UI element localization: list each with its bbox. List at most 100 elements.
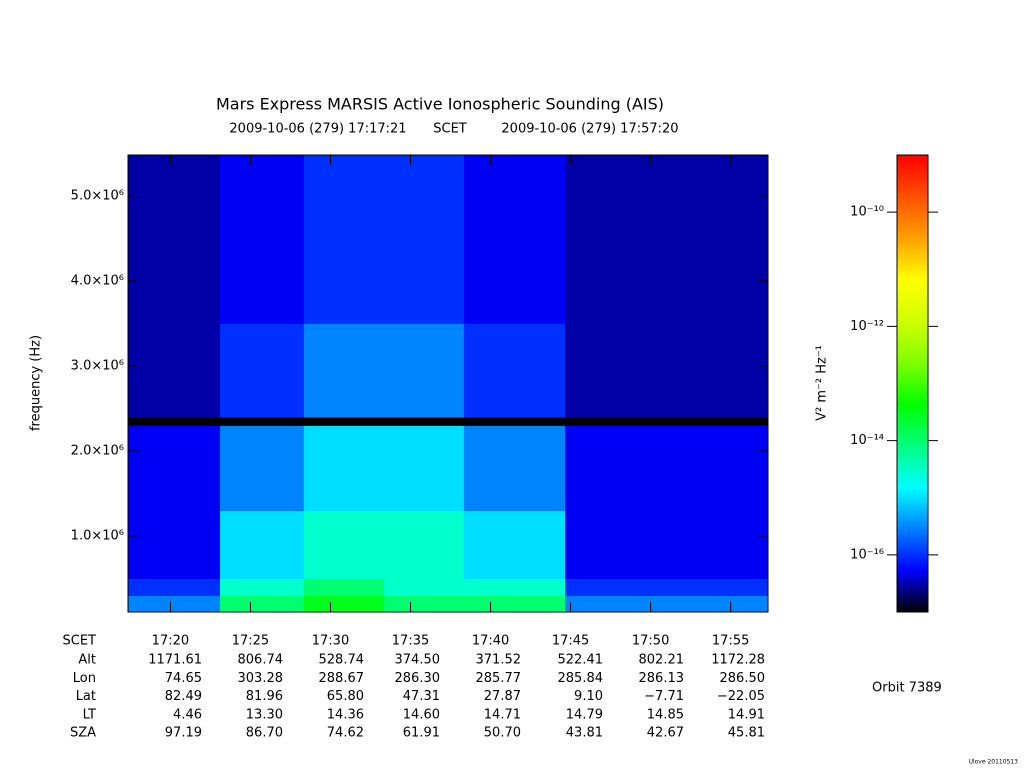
y-axis-label: frequency (Hz) xyxy=(29,335,44,431)
heatmap-cell xyxy=(383,535,465,579)
colorbar-label: V² m⁻² Hz⁻¹ xyxy=(815,345,830,421)
ephemeris-cell: 528.74 xyxy=(319,653,365,668)
ephemeris-cell: 13.30 xyxy=(246,707,283,722)
heatmap-cell xyxy=(303,323,385,418)
ephemeris-cell: 65.80 xyxy=(327,689,364,704)
heatmap-cell xyxy=(303,425,385,511)
chart-title: Mars Express MARSIS Active Ionospheric S… xyxy=(216,95,664,114)
ephemeris-cell: 1172.28 xyxy=(711,653,765,668)
ephemeris-cell: 82.49 xyxy=(165,689,202,704)
heatmap-cell xyxy=(463,535,566,579)
subtitle-middle: SCET xyxy=(433,122,467,137)
x-tick-label: 17:55 xyxy=(712,634,749,649)
heatmap-cell xyxy=(463,323,566,418)
heatmap-cell xyxy=(564,155,769,324)
heatmap-cell xyxy=(128,416,221,426)
ephemeris-cell: 50.70 xyxy=(484,726,521,741)
ephemeris-cell: 285.84 xyxy=(558,671,604,686)
orbit-label: Orbit 7389 xyxy=(872,681,942,696)
heatmap-cell xyxy=(128,535,221,579)
heatmap-cell xyxy=(128,595,221,613)
ephemeris-cell: 14.36 xyxy=(327,707,364,722)
heatmap-cell xyxy=(128,578,221,597)
heatmap-cell xyxy=(220,595,305,613)
heatmap-cell xyxy=(220,416,305,426)
y-tick-label: 1.0×10⁶ xyxy=(71,528,124,543)
ephemeris-cell: 374.50 xyxy=(395,653,441,668)
ephemeris-cell: 286.13 xyxy=(639,671,685,686)
credit: Ulove 20110513 xyxy=(969,759,1019,766)
heatmap-cell xyxy=(383,425,465,511)
heatmap-cell xyxy=(463,416,566,426)
ephemeris-cell: 285.77 xyxy=(476,671,522,686)
heatmap-cell xyxy=(303,535,385,579)
ephemeris-cell: 14.79 xyxy=(566,707,603,722)
heatmap-cell xyxy=(128,155,221,324)
heatmap-cell xyxy=(303,595,385,613)
heatmap-cell xyxy=(383,510,465,537)
ephemeris-cell: 47.31 xyxy=(403,689,440,704)
x-tick-label: 17:25 xyxy=(232,634,269,649)
ephemeris-cell: 9.10 xyxy=(574,689,603,704)
ephemeris-cell: −22.05 xyxy=(717,689,765,704)
ephemeris-row-label: LT xyxy=(83,707,96,722)
heatmap-cell xyxy=(220,425,305,511)
ephemeris-cell: 4.46 xyxy=(173,707,202,722)
heatmap-cell xyxy=(128,425,221,511)
colorbar-tick-label: 10⁻¹² xyxy=(850,319,884,334)
colorbar-tick-label: 10⁻¹⁶ xyxy=(850,547,884,562)
heatmap-cell xyxy=(463,425,566,511)
heatmap-cell xyxy=(303,578,385,597)
subtitle-start: 2009-10-06 (279) 17:17:21 xyxy=(229,122,406,137)
plot-frame xyxy=(127,154,769,613)
colorbar xyxy=(896,154,929,613)
heatmap-cell xyxy=(220,578,305,597)
x-tick-label: 17:40 xyxy=(472,634,509,649)
heatmap-cell xyxy=(220,155,305,324)
ephemeris-cell: 14.60 xyxy=(403,707,440,722)
ephemeris-cell: 86.70 xyxy=(246,726,283,741)
ephemeris-cell: 286.50 xyxy=(720,671,766,686)
heatmap-cell xyxy=(564,323,769,418)
heatmap-cell xyxy=(220,323,305,418)
ephemeris-cell: 806.74 xyxy=(238,653,284,668)
ephemeris-cell: 81.96 xyxy=(246,689,283,704)
ephemeris-cell: 14.91 xyxy=(728,707,765,722)
ephemeris-cell: 42.67 xyxy=(647,726,684,741)
y-tick-label: 4.0×10⁶ xyxy=(71,273,124,288)
ephemeris-cell: 97.19 xyxy=(165,726,202,741)
ephemeris-cell: 288.67 xyxy=(319,671,365,686)
ephemeris-cell: 74.65 xyxy=(165,671,202,686)
y-tick-label: 5.0×10⁶ xyxy=(71,188,124,203)
colorbar-tick-label: 10⁻¹⁰ xyxy=(850,205,884,220)
heatmap-cell xyxy=(463,155,566,324)
ephemeris-row-label: Alt xyxy=(78,653,96,668)
ephemeris-cell: 27.87 xyxy=(484,689,521,704)
heatmap-cell xyxy=(383,595,465,613)
ephemeris-cell: 61.91 xyxy=(403,726,440,741)
ephemeris-cell: 43.81 xyxy=(566,726,603,741)
heatmap-cell xyxy=(463,595,566,613)
heatmap-cell xyxy=(383,323,465,418)
heatmap-cell xyxy=(463,578,566,597)
heatmap-cell xyxy=(303,416,385,426)
ephemeris-cell: 286.30 xyxy=(395,671,441,686)
heatmap-cell xyxy=(564,510,769,537)
heatmap-cell xyxy=(564,578,769,597)
heatmap-cell xyxy=(383,578,465,597)
heatmap-cell xyxy=(220,510,305,537)
ephemeris-cell: 14.71 xyxy=(484,707,521,722)
heatmap-cell xyxy=(564,416,769,426)
x-tick-label: 17:30 xyxy=(312,634,349,649)
heatmap-cell xyxy=(220,535,305,579)
x-tick-label: 17:45 xyxy=(552,634,589,649)
heatmap-cell xyxy=(383,155,465,324)
x-tick-label: 17:35 xyxy=(392,634,429,649)
heatmap-cell xyxy=(303,510,385,537)
ephemeris-time-label: SCET xyxy=(63,634,97,649)
heatmap-cell xyxy=(564,595,769,613)
ephemeris-cell: 522.41 xyxy=(558,653,604,668)
ephemeris-cell: 371.52 xyxy=(476,653,522,668)
